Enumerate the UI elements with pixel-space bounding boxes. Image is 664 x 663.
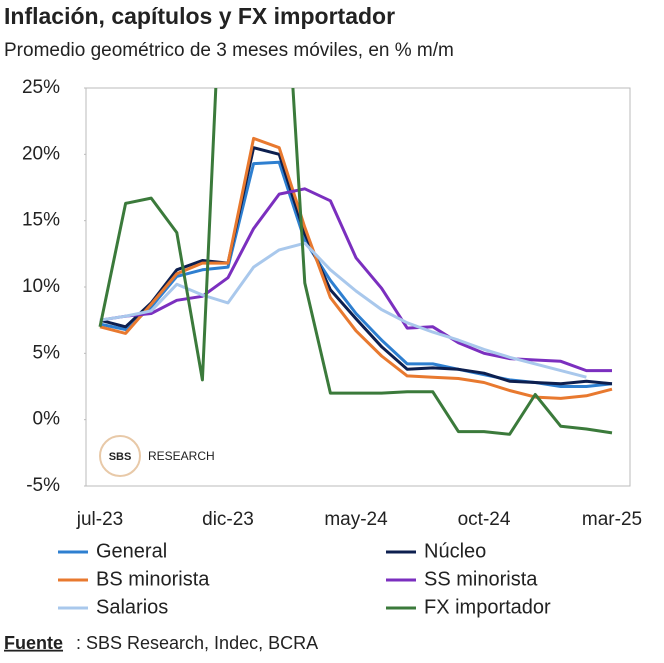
legend-label: Salarios	[96, 596, 168, 618]
series-line	[98, 88, 613, 436]
series-line	[99, 136, 613, 400]
y-tick-label: -5%	[26, 475, 60, 496]
source-label: Fuente	[4, 633, 63, 653]
legend-label: SS minorista	[424, 568, 538, 590]
watermark: SBS	[109, 451, 132, 463]
y-tick-label: 5%	[33, 342, 61, 363]
legend-label: Núcleo	[424, 540, 486, 562]
x-tick-label: dic-23	[202, 509, 254, 530]
legend-label: BS minorista	[96, 568, 210, 590]
series-line	[99, 146, 613, 386]
x-tick-label: jul-23	[76, 509, 123, 530]
x-tick-label: mar-25	[582, 509, 642, 530]
chart-subtitle: Promedio geométrico de 3 meses móviles, …	[4, 40, 454, 61]
y-tick-label: 15%	[22, 210, 60, 231]
legend-label: FX importador	[424, 596, 551, 618]
chart-title: Inflación, capítulos y FX importador	[4, 3, 395, 29]
y-tick-label: 25%	[22, 77, 60, 98]
plot-lines	[98, 88, 613, 436]
watermark-logo	[99, 435, 141, 477]
y-tick-label: 10%	[22, 276, 60, 297]
y-tick-label: 0%	[33, 409, 61, 430]
watermark: RESEARCH	[148, 449, 215, 463]
source: : SBS Research, Indec, BCRA	[76, 633, 318, 653]
legend-label: General	[96, 540, 167, 562]
y-tick-label: 20%	[22, 143, 60, 164]
series-line	[99, 187, 612, 373]
x-tick-label: may-24	[324, 509, 388, 530]
series-line	[99, 241, 587, 379]
x-tick-label: oct-24	[458, 509, 511, 530]
